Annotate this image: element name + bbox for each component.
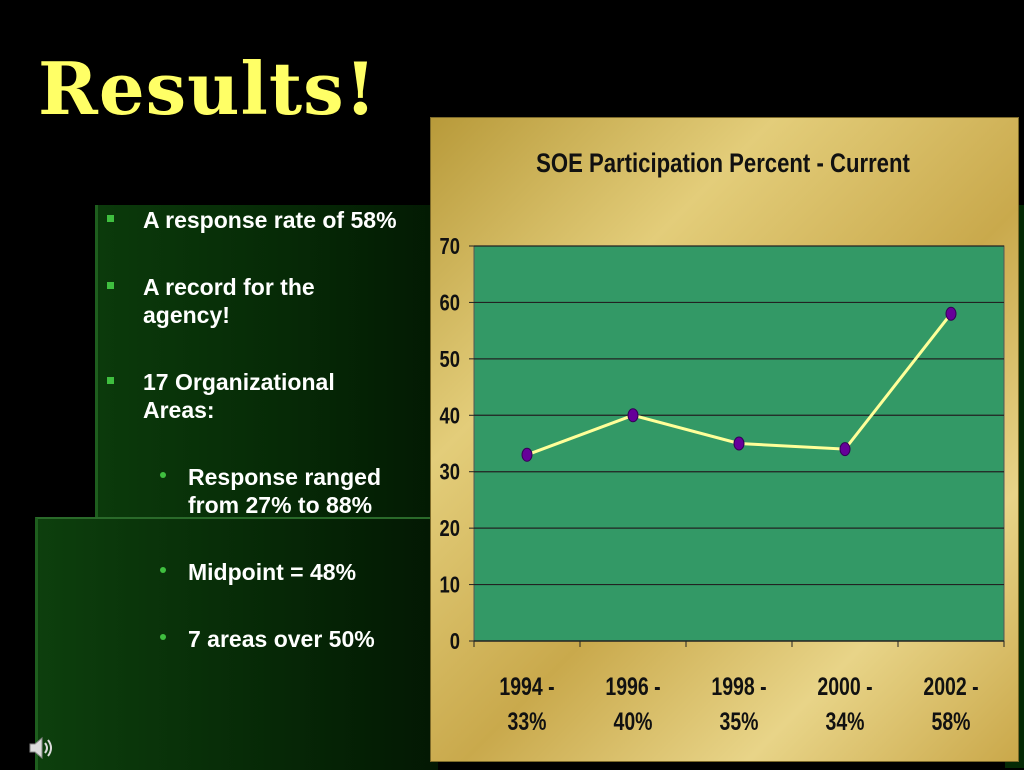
bullet-text: Response ranged from 27% to 88%: [188, 464, 381, 518]
data-point: [839, 442, 851, 457]
bullet-text: A record for the agency!: [143, 274, 315, 328]
sub-bullet-item: Midpoint = 48%: [105, 558, 405, 586]
square-bullet-icon: [107, 215, 114, 222]
data-point: [521, 447, 533, 462]
data-point: [733, 436, 745, 451]
y-tick-label: 60: [440, 291, 460, 316]
chart-title: SOE Participation Percent - Current: [536, 149, 910, 179]
y-tick-label: 50: [440, 347, 460, 372]
x-tick-label: 34%: [825, 708, 864, 736]
bullet-item: A response rate of 58%: [105, 206, 405, 234]
square-bullet-icon: [107, 282, 114, 289]
data-point: [945, 306, 957, 321]
y-tick-label: 40: [440, 403, 460, 428]
line-chart: SOE Participation Percent - Current 0 10 20…: [440, 149, 1005, 736]
y-tick-label: 70: [440, 234, 460, 259]
x-tick-label: 1996 -: [605, 673, 660, 701]
bullet-item: A record for the agency!: [105, 273, 405, 329]
decorative-panel-lower: [35, 517, 438, 770]
y-tick-label: 10: [440, 573, 460, 598]
y-tick-label: 20: [440, 516, 460, 541]
data-point: [627, 408, 639, 423]
speaker-icon[interactable]: [26, 733, 56, 763]
round-bullet-icon: [160, 634, 166, 640]
bullet-text: Midpoint = 48%: [188, 559, 357, 585]
y-tick-label: 30: [440, 460, 460, 485]
y-tick-label: 0: [450, 629, 460, 654]
x-tick-label: 40%: [613, 708, 652, 736]
x-tick-label: 33%: [507, 708, 546, 736]
x-tick-label: 58%: [931, 708, 970, 736]
sub-bullet-item: 7 areas over 50%: [105, 625, 405, 653]
round-bullet-icon: [160, 567, 166, 573]
sub-bullet-item: Response ranged from 27% to 88%: [105, 463, 405, 519]
bullet-list: A response rate of 58% A record for the …: [105, 206, 405, 692]
x-tick-label: 1998 -: [711, 673, 766, 701]
bullet-text: A response rate of 58%: [143, 207, 397, 233]
x-tick-label: 1994 -: [499, 673, 554, 701]
x-tick-label: 2002 -: [923, 673, 978, 701]
x-tick-label: 35%: [719, 708, 758, 736]
slide-title: Results!: [38, 46, 378, 131]
square-bullet-icon: [107, 377, 114, 384]
chart-container: SOE Participation Percent - Current 0 10 20…: [430, 117, 1019, 762]
x-tick-label: 2000 -: [817, 673, 872, 701]
round-bullet-icon: [160, 472, 166, 478]
bullet-text: 17 Organizational Areas:: [143, 369, 335, 423]
bullet-item: 17 Organizational Areas:: [105, 368, 405, 424]
bullet-text: 7 areas over 50%: [188, 626, 375, 652]
